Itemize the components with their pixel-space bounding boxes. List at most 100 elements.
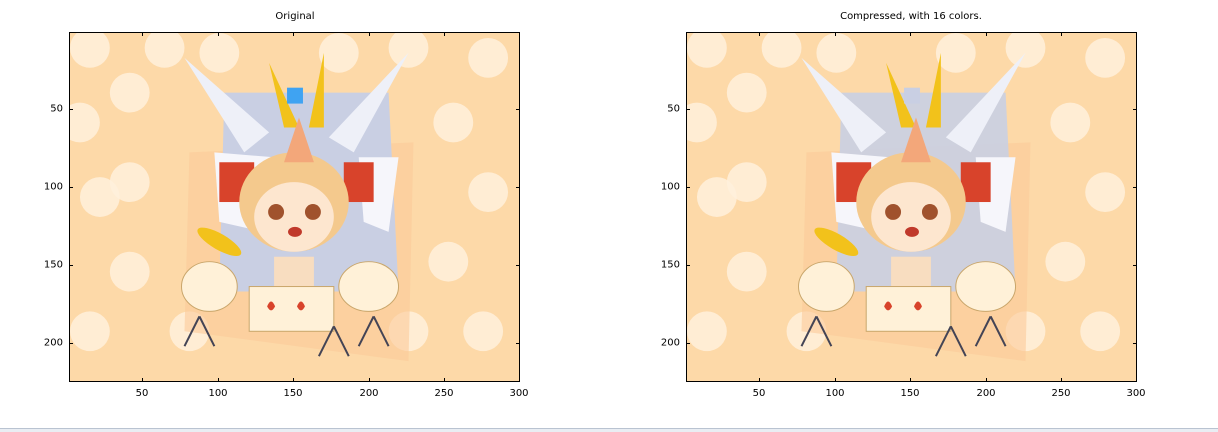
drum-stand-leg bbox=[989, 315, 1007, 347]
y-tick-label: 200 bbox=[660, 337, 680, 349]
x-tick-mark bbox=[218, 378, 219, 382]
drum-stand-leg bbox=[935, 325, 952, 357]
x-tick-mark bbox=[1061, 378, 1062, 382]
polka-dot bbox=[935, 33, 976, 73]
mech-wing-left bbox=[801, 57, 887, 153]
polka-dot bbox=[428, 241, 469, 282]
x-tick-mark bbox=[293, 32, 294, 36]
y-tick-mark bbox=[1133, 109, 1137, 110]
v-fin-right bbox=[925, 52, 941, 128]
polka-dot bbox=[1050, 102, 1091, 143]
polka-dot bbox=[79, 177, 120, 217]
eye-right bbox=[304, 204, 321, 220]
x-tick-mark bbox=[519, 378, 520, 382]
y-tick-mark bbox=[686, 343, 690, 344]
y-tick-label: 50 bbox=[667, 103, 680, 115]
x-tick-mark bbox=[142, 32, 143, 36]
polka-dot bbox=[318, 33, 359, 73]
x-tick-mark bbox=[759, 378, 760, 382]
polka-dot bbox=[1045, 241, 1086, 282]
drum-right bbox=[338, 261, 400, 312]
y-tick-label: 100 bbox=[43, 181, 63, 193]
drum-left bbox=[798, 261, 855, 312]
drum-stand-leg bbox=[815, 315, 833, 347]
x-tick-label: 200 bbox=[359, 388, 379, 399]
polka-dot bbox=[70, 33, 110, 68]
x-tick-mark bbox=[835, 32, 836, 36]
y-tick-mark bbox=[69, 265, 73, 266]
cymbal bbox=[197, 227, 242, 257]
polka-dot bbox=[109, 72, 150, 113]
y-tick-mark bbox=[1133, 343, 1137, 344]
polka-dot bbox=[433, 102, 474, 143]
red-panel-right bbox=[343, 162, 374, 203]
polka-dot bbox=[388, 33, 429, 68]
polka-dot bbox=[70, 102, 100, 143]
body bbox=[891, 256, 931, 292]
x-tick-label: 250 bbox=[1051, 388, 1071, 399]
panel-title: Compressed, with 16 colors. bbox=[840, 11, 982, 22]
y-tick-label: 100 bbox=[660, 181, 680, 193]
x-tick-mark bbox=[218, 32, 219, 36]
flame-2 bbox=[296, 301, 305, 311]
x-tick-mark bbox=[444, 378, 445, 382]
x-tick-label: 50 bbox=[752, 388, 766, 399]
x-tick-mark bbox=[1061, 32, 1062, 36]
y-tick-mark bbox=[516, 187, 520, 188]
x-tick-mark bbox=[910, 32, 911, 36]
y-tick-label: 50 bbox=[50, 103, 63, 115]
polka-dot bbox=[1005, 33, 1046, 68]
polka-dot bbox=[70, 311, 110, 352]
image-axes bbox=[69, 32, 520, 382]
y-tick-mark bbox=[69, 187, 73, 188]
displayed-image bbox=[687, 33, 1136, 381]
x-tick-mark bbox=[986, 32, 987, 36]
y-tick-label: 200 bbox=[43, 337, 63, 349]
polka-dot bbox=[144, 33, 185, 68]
blue-gem bbox=[904, 87, 920, 104]
window-bottom-border bbox=[0, 428, 1218, 432]
drum-stand-leg bbox=[949, 325, 967, 357]
x-tick-mark bbox=[369, 32, 370, 36]
polka-dot bbox=[109, 162, 150, 203]
red-panel-right bbox=[960, 162, 991, 203]
x-tick-mark bbox=[835, 378, 836, 382]
x-tick-label: 100 bbox=[208, 388, 228, 399]
x-tick-mark bbox=[519, 32, 520, 36]
x-tick-mark bbox=[1136, 32, 1137, 36]
y-tick-mark bbox=[686, 109, 690, 110]
x-tick-mark bbox=[910, 378, 911, 382]
drum-snare bbox=[248, 286, 335, 332]
flame-2 bbox=[913, 301, 922, 311]
polka-dot bbox=[463, 311, 504, 352]
y-tick-mark bbox=[1133, 187, 1137, 188]
y-tick-mark bbox=[686, 265, 690, 266]
drum-stand-leg bbox=[318, 325, 335, 357]
x-tick-label: 50 bbox=[135, 388, 149, 399]
x-tick-label: 250 bbox=[434, 388, 454, 399]
y-tick-mark bbox=[1133, 265, 1137, 266]
polka-dot bbox=[1080, 311, 1121, 352]
cymbal bbox=[814, 227, 859, 257]
x-tick-label: 300 bbox=[1126, 388, 1146, 399]
displayed-image bbox=[70, 33, 519, 381]
drum-stand-leg bbox=[357, 315, 375, 347]
polka-dot bbox=[687, 311, 727, 352]
v-fin-right bbox=[308, 52, 324, 128]
x-tick-label: 150 bbox=[283, 388, 303, 399]
x-tick-label: 200 bbox=[976, 388, 996, 399]
drum-stand-leg bbox=[183, 315, 201, 347]
polka-dot bbox=[816, 33, 857, 73]
y-tick-label: 150 bbox=[43, 259, 63, 271]
x-tick-mark bbox=[986, 378, 987, 382]
drum-stand-leg bbox=[332, 325, 350, 357]
y-tick-mark bbox=[516, 265, 520, 266]
panel-title: Original bbox=[275, 11, 315, 22]
y-tick-mark bbox=[69, 343, 73, 344]
drum-left bbox=[181, 261, 238, 312]
party-hat bbox=[901, 117, 931, 163]
x-tick-label: 100 bbox=[825, 388, 845, 399]
polka-dot bbox=[726, 72, 767, 113]
x-tick-label: 150 bbox=[900, 388, 920, 399]
face bbox=[254, 182, 334, 252]
